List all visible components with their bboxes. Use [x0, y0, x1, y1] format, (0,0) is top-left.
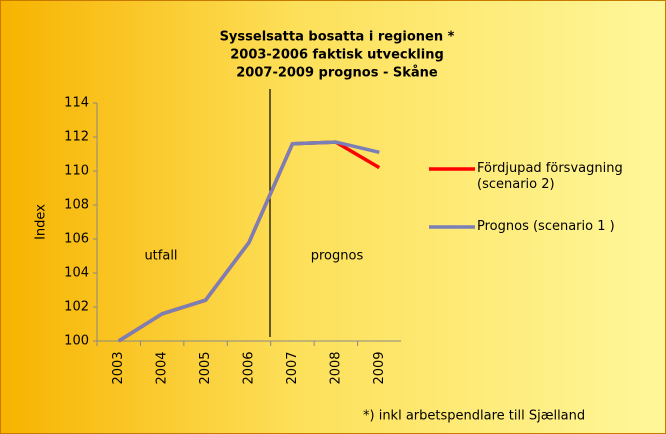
y-tick-label: 100 — [64, 334, 89, 349]
x-tick-label: 2007 — [285, 351, 300, 384]
x-tick-label: 2005 — [198, 351, 213, 384]
y-tick-label: 102 — [64, 300, 89, 315]
annotation: prognos — [311, 249, 364, 264]
chart-title: 2003-2006 faktisk utveckling — [230, 48, 444, 63]
x-tick-label: 2009 — [372, 351, 387, 384]
y-tick-label: 108 — [64, 198, 89, 213]
x-tick-label: 2006 — [242, 351, 257, 384]
x-tick-label: 2004 — [155, 351, 170, 384]
y-tick-label: 104 — [64, 266, 89, 281]
x-tick-label: 2008 — [328, 351, 343, 384]
y-tick-label: 114 — [64, 96, 89, 111]
footnote: *) inkl arbetspendlare till Sjælland — [363, 409, 585, 424]
annotation: utfall — [144, 249, 177, 264]
chart-title: 2007-2009 prognos - Skåne — [236, 66, 438, 81]
line-series — [117, 140, 380, 343]
y-tick-label: 112 — [64, 130, 89, 145]
legend-label: Prognos (scenario 1 ) — [477, 219, 615, 234]
chart-title: Sysselsatta bosatta i regionen * — [220, 30, 455, 45]
y-tick-label: 110 — [64, 164, 89, 179]
y-axis-label: Index — [34, 204, 49, 240]
legend-label: Fördjupad försvagning (scenario 2) — [477, 161, 623, 192]
x-tick-label: 2003 — [111, 351, 126, 384]
y-tick-label: 106 — [64, 232, 89, 247]
